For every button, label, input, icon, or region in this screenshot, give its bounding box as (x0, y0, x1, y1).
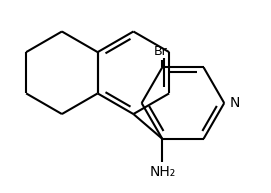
Text: N: N (229, 96, 240, 110)
Text: Br: Br (153, 45, 167, 58)
Text: NH₂: NH₂ (149, 165, 175, 179)
